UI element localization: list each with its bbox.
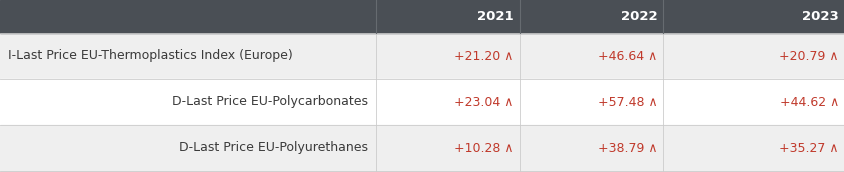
- Text: 2023: 2023: [801, 10, 838, 23]
- Text: I-Last Price EU-Thermoplastics Index (Europe): I-Last Price EU-Thermoplastics Index (Eu…: [8, 50, 292, 62]
- Text: D-Last Price EU-Polyurethanes: D-Last Price EU-Polyurethanes: [179, 142, 368, 154]
- Text: +21.20 ∧: +21.20 ∧: [454, 50, 513, 62]
- Text: +46.64 ∧: +46.64 ∧: [598, 50, 657, 62]
- Text: +23.04 ∧: +23.04 ∧: [454, 95, 513, 109]
- Bar: [0, 125, 844, 171]
- Text: +44.62 ∧: +44.62 ∧: [779, 95, 838, 109]
- Text: 2021: 2021: [477, 10, 513, 23]
- Text: +57.48 ∧: +57.48 ∧: [597, 95, 657, 109]
- Bar: [0, 79, 844, 125]
- Text: +38.79 ∧: +38.79 ∧: [597, 142, 657, 154]
- Text: D-Last Price EU-Polycarbonates: D-Last Price EU-Polycarbonates: [172, 95, 368, 109]
- Text: +35.27 ∧: +35.27 ∧: [778, 142, 838, 154]
- Text: +10.28 ∧: +10.28 ∧: [453, 142, 513, 154]
- Bar: [0, 0, 844, 33]
- Bar: [0, 33, 844, 79]
- Text: +20.79 ∧: +20.79 ∧: [778, 50, 838, 62]
- Text: 2022: 2022: [620, 10, 657, 23]
